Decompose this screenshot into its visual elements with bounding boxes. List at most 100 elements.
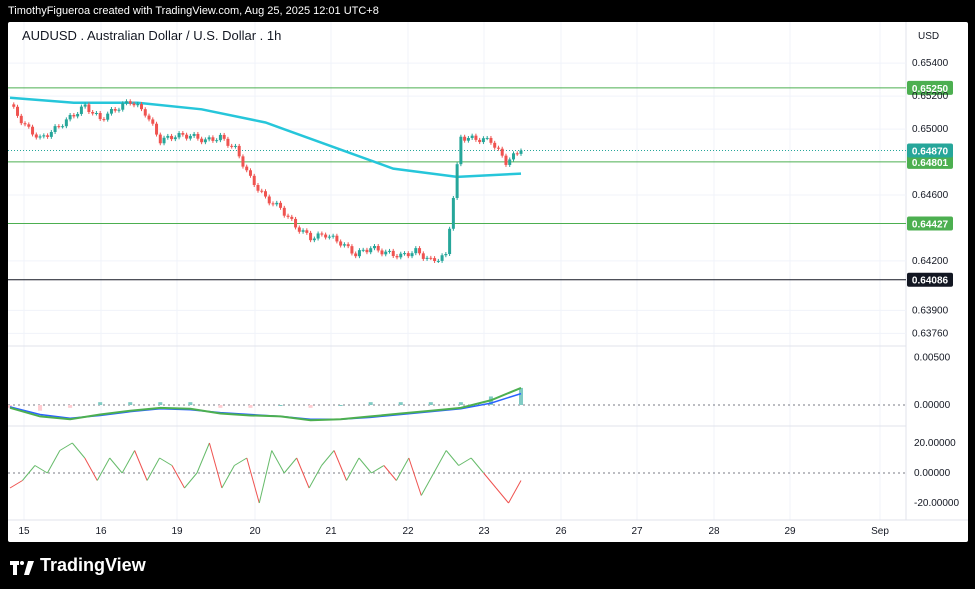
price-tick-label: 0.64600 [912, 190, 949, 201]
candle-body [290, 216, 294, 219]
candle-body [87, 104, 91, 113]
candle-body [233, 145, 237, 147]
macd-line [9, 386, 522, 422]
oscillator-segment [508, 480, 522, 504]
candle-body [455, 164, 459, 198]
attribution-text: TimothyFigueroa created with TradingView… [8, 5, 379, 17]
candle-body [436, 260, 440, 262]
time-tick-label: 27 [631, 526, 643, 537]
oscillator-tick-label: -20.00000 [914, 498, 959, 509]
time-tick-label: 19 [171, 526, 183, 537]
candle-body [181, 133, 185, 135]
candle-body [188, 135, 192, 139]
oscillator-segment [333, 450, 347, 481]
candle-body [474, 135, 478, 140]
candle-body [418, 248, 422, 254]
oscillator-tick-label: 20.00000 [914, 438, 956, 449]
oscillator-segment [208, 442, 223, 489]
candle-body [166, 135, 170, 138]
candle-body [519, 150, 523, 154]
time-tick-label: Sep [871, 526, 889, 537]
candle-body [226, 138, 230, 146]
candle-body [387, 250, 391, 252]
price-tick-label: 0.65200 [912, 91, 949, 102]
oscillator-segment [184, 472, 198, 489]
oscillator-segment [84, 457, 98, 481]
candle-body [320, 233, 324, 235]
oscillator-segment [22, 465, 36, 481]
level-badge [907, 272, 953, 287]
candle-body [19, 115, 23, 124]
candle-body [83, 104, 87, 107]
candle-body [339, 241, 343, 246]
candle-body [245, 166, 249, 171]
candle-body [511, 153, 515, 160]
oscillator-segment [308, 465, 323, 489]
candle-body [68, 114, 72, 120]
oscillator-segment [321, 450, 335, 466]
level-badge-label: 0.65250 [912, 84, 949, 95]
candle-body [113, 109, 117, 111]
candle-body [294, 218, 298, 228]
price-tick-label: 0.65000 [912, 124, 949, 135]
candle-body [369, 248, 373, 253]
candle-body [260, 190, 264, 192]
macd-histogram-bar [458, 402, 463, 405]
candle-body [218, 134, 222, 141]
brand-name: TradingView [40, 555, 146, 575]
candle-body [91, 112, 95, 114]
candle-body [46, 135, 50, 137]
candle-body [410, 253, 414, 257]
candle-body [155, 123, 159, 135]
oscillator-segment [346, 457, 360, 481]
oscillator-segment [9, 480, 23, 489]
macd-histogram-bar [368, 402, 373, 405]
candle-body [147, 115, 151, 120]
candle-body [207, 137, 211, 140]
candle-body [271, 203, 275, 205]
candle-body [414, 248, 418, 254]
candle-body [136, 104, 140, 106]
level-badge [907, 216, 953, 231]
candle-body [365, 249, 369, 253]
candle-body [485, 137, 489, 139]
candle-body [252, 175, 256, 186]
candle-body [433, 258, 437, 261]
candle-body [309, 232, 313, 241]
chart-panel[interactable]: 0.65250 0.64801 0.64427 0.64086 0.64870 0.65… [8, 22, 968, 542]
oscillator-segment [221, 465, 235, 489]
macd-histogram-bar [248, 405, 253, 408]
candle-body [335, 235, 339, 242]
level-badge [907, 80, 953, 95]
macd-histogram-bar [398, 402, 403, 405]
oscillator-segment [246, 457, 260, 504]
last-price-badge [907, 143, 953, 158]
candle-body [106, 113, 110, 120]
candle-body [508, 159, 512, 165]
candle-body [286, 215, 290, 217]
macd-histogram-bar [519, 387, 523, 405]
candle-body [170, 135, 174, 140]
candle-body [312, 238, 316, 241]
chart-svg[interactable]: 0.65250 0.64801 0.64427 0.64086 0.64870 0.65… [8, 22, 968, 542]
candle-body [102, 119, 106, 121]
oscillator-segment [96, 457, 111, 481]
candle-body [79, 106, 83, 114]
currency-label: USD [918, 31, 939, 42]
candle-body [515, 153, 519, 155]
candle-body [297, 227, 301, 232]
candle-body [248, 170, 252, 176]
candle-body [98, 112, 102, 120]
oscillator-segment [395, 457, 410, 481]
oscillator-segment [296, 457, 310, 489]
candle-body [117, 109, 121, 111]
time-tick-label: 26 [555, 526, 567, 537]
candle-body [241, 156, 245, 167]
oscillator-segment [171, 465, 185, 489]
oscillator-segment [420, 472, 435, 496]
candle-body [372, 245, 376, 249]
candle-body [27, 124, 31, 127]
candle-body [31, 126, 35, 135]
candle-body [361, 249, 365, 251]
candle-body [200, 138, 204, 143]
